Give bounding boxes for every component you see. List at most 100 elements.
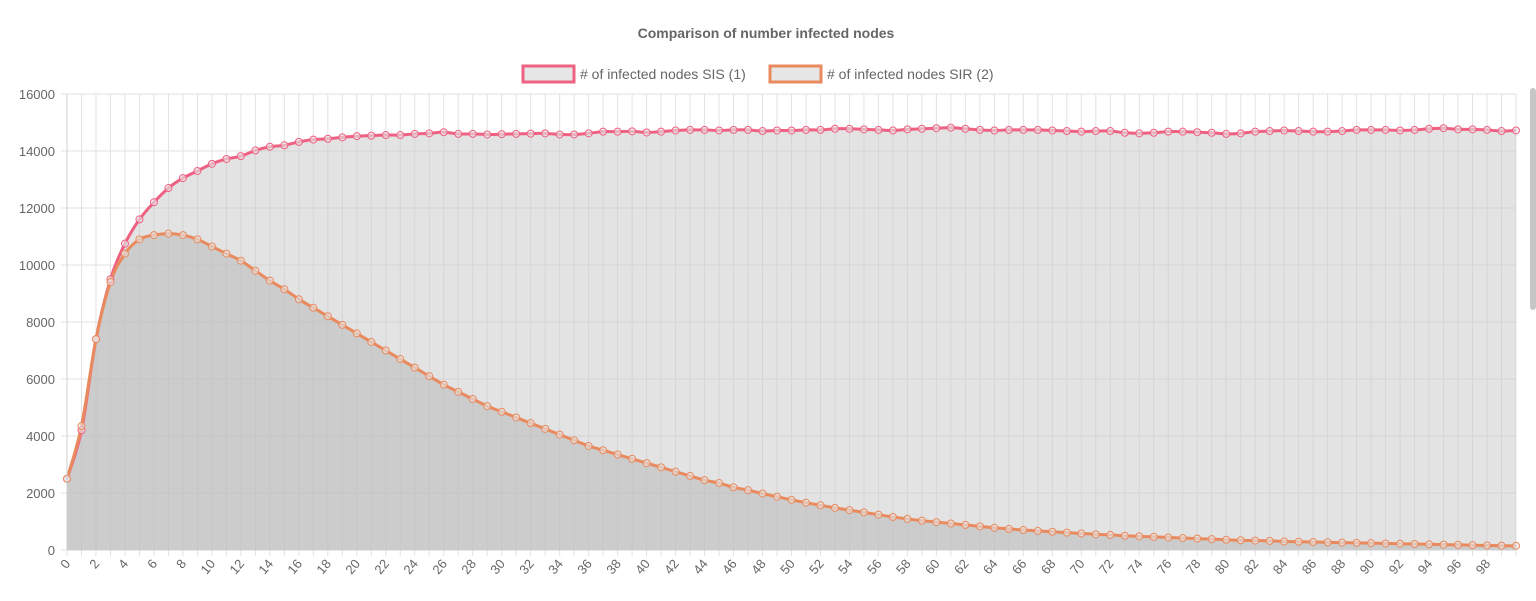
series-1-point [193, 166, 202, 175]
series-1-point [1077, 127, 1086, 136]
series-1-point [1396, 126, 1405, 135]
series-2-point [1164, 533, 1173, 542]
series-1-point [1048, 126, 1057, 135]
x-tick-label: 90 [1357, 556, 1378, 577]
series-2-point [686, 471, 695, 480]
series-2-point [801, 498, 810, 507]
series-1-point [309, 135, 318, 144]
series-1-point [1135, 129, 1144, 138]
series-2-point [1091, 530, 1100, 539]
series-1-point [555, 130, 564, 139]
series-1-point [396, 131, 405, 140]
series-2-point [859, 508, 868, 517]
y-tick-label: 10000 [19, 258, 55, 273]
series-1-point [1207, 128, 1216, 137]
series-2-point [1207, 535, 1216, 544]
series-2-point [1149, 532, 1158, 541]
series-2-point [1019, 526, 1028, 535]
series-1-point [1222, 129, 1231, 138]
series-2-point [628, 454, 637, 463]
series-2-point [410, 363, 419, 372]
series-2-point [1236, 536, 1245, 545]
series-1-point [1236, 129, 1245, 138]
series-1-point [468, 129, 477, 138]
y-tick-label: 14000 [19, 144, 55, 159]
series-1-point [1468, 125, 1477, 134]
x-tick-label: 54 [835, 556, 856, 577]
series-2-point [1512, 541, 1520, 550]
series-2-point [1483, 541, 1492, 550]
series-2-point [1120, 531, 1129, 540]
series-1-point [367, 131, 376, 140]
series-1-point [628, 127, 637, 136]
x-tick-label: 98 [1473, 556, 1494, 577]
x-tick-label: 20 [342, 556, 363, 577]
series-2-point [773, 492, 782, 501]
series-2-point [1425, 540, 1434, 549]
series-2-point [352, 329, 361, 338]
series-2-point [555, 430, 564, 439]
legend-swatch-1 [521, 64, 576, 84]
series-1-point [946, 123, 955, 132]
series-2-point [642, 459, 651, 468]
series-2-point [396, 355, 405, 364]
series-1-point [657, 127, 666, 136]
series-2-point [570, 436, 579, 445]
series-2-point [1439, 540, 1448, 549]
series-1-point [961, 124, 970, 133]
x-tick-label: 12 [226, 556, 247, 577]
series-2-point [932, 518, 941, 527]
x-tick-label: 62 [951, 556, 972, 577]
y-tick-label: 8000 [26, 315, 55, 330]
x-tick-label: 8 [173, 556, 189, 571]
x-tick-label: 32 [516, 556, 537, 577]
series-2-point [1062, 528, 1071, 537]
legend-label-2: # of infected nodes SIR (2) [827, 66, 994, 82]
series-1-point [758, 127, 767, 136]
series-1-point [149, 198, 158, 207]
series-2-point [120, 249, 129, 258]
legend-label-1: # of infected nodes SIS (1) [580, 66, 746, 82]
series-1-point [700, 125, 709, 134]
series-1-point [1033, 125, 1042, 134]
series-2-point [294, 295, 303, 304]
series-2-point [454, 387, 463, 396]
page-scrollbar[interactable] [1530, 88, 1536, 310]
series-1-point [874, 125, 883, 134]
x-tick-label: 66 [1009, 556, 1030, 577]
series-2-point [1004, 524, 1013, 533]
series-1-point [1265, 127, 1274, 136]
series-1-point [801, 125, 810, 134]
y-tick-label: 6000 [26, 372, 55, 387]
series-1-point [251, 146, 260, 155]
y-tick-label: 12000 [19, 201, 55, 216]
x-tick-label: 36 [574, 556, 595, 577]
series-2-point [1352, 538, 1361, 547]
series-1-point [1106, 127, 1115, 136]
series-1-point [584, 129, 593, 138]
x-tick-label: 6 [144, 556, 160, 571]
x-tick-label: 10 [197, 556, 218, 577]
series-1-point [1439, 124, 1448, 133]
series-1-point [613, 127, 622, 136]
series-1-point [1149, 128, 1158, 137]
x-tick-label: 68 [1038, 556, 1059, 577]
series-1-point [1178, 127, 1187, 136]
series-2-point [1454, 540, 1463, 549]
series-1-point [280, 141, 289, 150]
series-1-point [236, 152, 245, 161]
series-1-point [1062, 127, 1071, 136]
x-tick-label: 0 [57, 556, 73, 571]
series-2-point [903, 514, 912, 523]
series-1-point [512, 129, 521, 138]
series-2-area [67, 233, 1516, 550]
x-tick-label: 46 [719, 556, 740, 577]
series-2-point [917, 516, 926, 525]
legend-swatch-2 [768, 64, 823, 84]
series-2-point [1497, 541, 1506, 550]
series-1-point [845, 124, 854, 133]
series-2-point [265, 276, 274, 285]
legend[interactable]: # of infected nodes SIS (1) # of infected… [521, 64, 994, 84]
series-2-point [367, 337, 376, 346]
series-2-point [381, 346, 390, 355]
